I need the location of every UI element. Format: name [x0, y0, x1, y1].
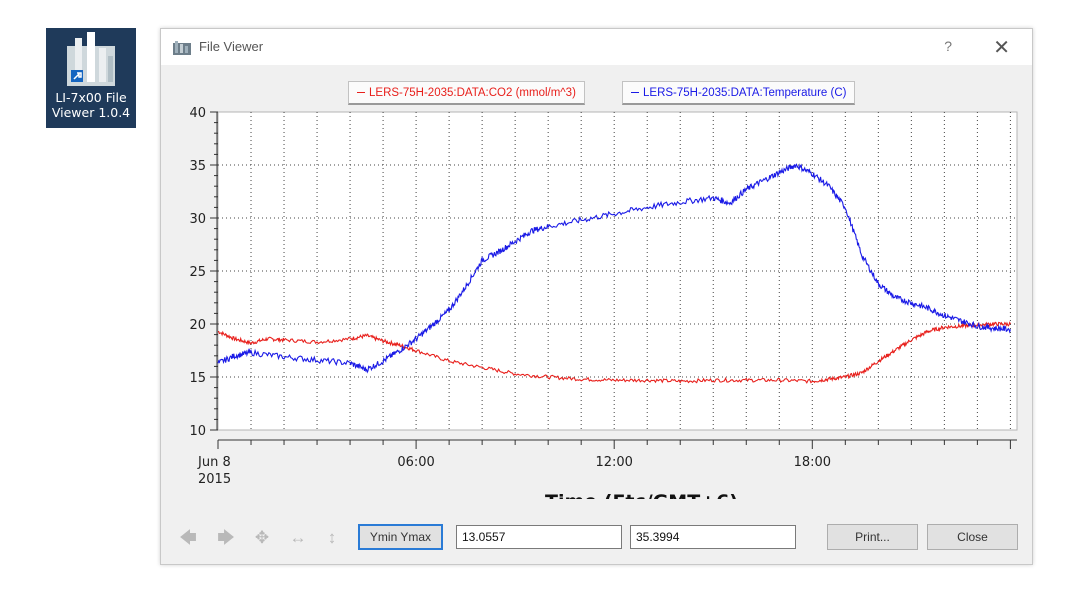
x-tick-label: 12:00: [595, 455, 632, 470]
x-tick-label: 2015: [198, 472, 231, 487]
file-viewer-app-icon: LI-7x00 File Viewer 1.0.4: [46, 28, 136, 128]
window-close-button[interactable]: ✕: [993, 37, 1010, 59]
ymin-input[interactable]: 13.0557: [456, 525, 622, 549]
y-tick-label: 10: [189, 424, 206, 439]
file-viewer-window: File Viewer ? ✕ LERS-75H-2035:DATA:CO2 (…: [160, 28, 1033, 565]
x-tick-label: 18:00: [794, 455, 831, 470]
desktop-icon-label-line1: LI-7x00 File: [55, 90, 127, 105]
window-app-icon: [173, 41, 191, 60]
x-axis-title: Time (Etc/GMT+6): [545, 491, 738, 499]
print-button[interactable]: Print...: [827, 524, 918, 550]
legend-swatch-co2: [357, 92, 365, 94]
chart-plot[interactable]: 10 15 20 25 30 35 40 Jun 8 2015 06:00 12:00 18:00 Ti…: [161, 29, 1034, 499]
y-tick-label: 35: [189, 159, 206, 174]
close-button[interactable]: Close: [927, 524, 1018, 550]
arrow-left-icon[interactable]: 🡄: [179, 528, 197, 547]
y-tick-label: 15: [189, 371, 206, 386]
y-tick-label: 25: [189, 265, 206, 280]
ymin-ymax-button[interactable]: Ymin Ymax: [358, 524, 443, 550]
window-title: File Viewer: [199, 39, 264, 54]
title-bar[interactable]: File Viewer ? ✕: [161, 29, 1032, 65]
x-tick-label: Jun 8: [197, 455, 231, 470]
y-tick-label: 20: [189, 318, 206, 333]
desktop-icon-file-viewer[interactable]: LI-7x00 File Viewer 1.0.4: [44, 28, 138, 128]
legend-swatch-temperature: [631, 92, 639, 94]
y-tick-label: 40: [189, 106, 206, 121]
legend-label-co2: LERS-75H-2035:DATA:CO2 (mmol/m^3): [369, 87, 576, 99]
y-tick-label: 30: [189, 212, 206, 227]
ymax-input[interactable]: 35.3994: [630, 525, 796, 549]
legend-item-co2[interactable]: LERS-75H-2035:DATA:CO2 (mmol/m^3): [348, 81, 585, 105]
legend-label-temperature: LERS-75H-2035:DATA:Temperature (C): [643, 87, 847, 99]
zoom-horizontal-icon[interactable]: ↔: [289, 528, 307, 547]
arrow-right-icon[interactable]: 🡆: [217, 528, 235, 547]
zoom-vertical-icon[interactable]: ↕: [327, 528, 337, 547]
desktop-icon-label-line2: Viewer 1.0.4: [51, 105, 131, 120]
series-line-temperature: [217, 163, 1011, 374]
plot-background: [217, 111, 1018, 431]
pan-icon[interactable]: ✥: [254, 528, 270, 547]
series-line-co2: [218, 321, 1011, 384]
help-button[interactable]: ?: [944, 38, 952, 54]
legend-item-temperature[interactable]: LERS-75H-2035:DATA:Temperature (C): [622, 81, 856, 105]
x-tick-label: 06:00: [397, 455, 434, 470]
